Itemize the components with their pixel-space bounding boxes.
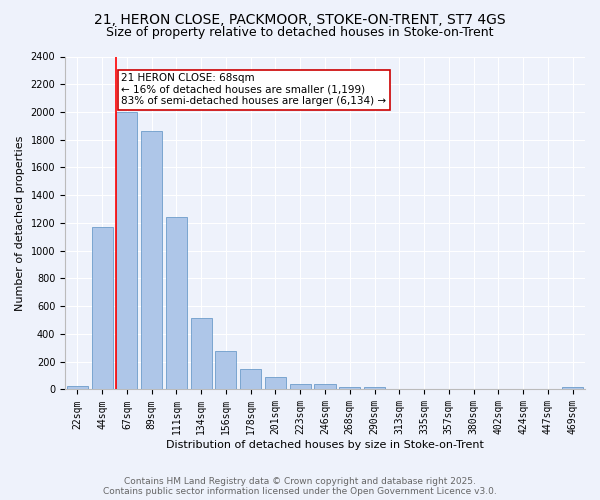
Bar: [339, 388, 360, 390]
Bar: [265, 377, 286, 390]
Bar: [166, 218, 187, 390]
Bar: [512, 389, 533, 390]
Bar: [141, 132, 162, 390]
Y-axis label: Number of detached properties: Number of detached properties: [15, 136, 25, 310]
Text: Contains HM Land Registry data © Crown copyright and database right 2025.
Contai: Contains HM Land Registry data © Crown c…: [103, 476, 497, 496]
Bar: [389, 389, 410, 390]
Bar: [488, 389, 509, 390]
Bar: [290, 384, 311, 390]
Text: 21, HERON CLOSE, PACKMOOR, STOKE-ON-TRENT, ST7 4GS: 21, HERON CLOSE, PACKMOOR, STOKE-ON-TREN…: [94, 12, 506, 26]
Bar: [116, 112, 137, 390]
Bar: [191, 318, 212, 390]
Bar: [562, 388, 583, 390]
Text: Size of property relative to detached houses in Stoke-on-Trent: Size of property relative to detached ho…: [106, 26, 494, 39]
Bar: [314, 384, 335, 390]
Bar: [67, 386, 88, 390]
Bar: [92, 227, 113, 390]
Bar: [215, 352, 236, 390]
Bar: [413, 389, 434, 390]
Bar: [240, 368, 261, 390]
X-axis label: Distribution of detached houses by size in Stoke-on-Trent: Distribution of detached houses by size …: [166, 440, 484, 450]
Bar: [463, 389, 484, 390]
Bar: [364, 386, 385, 390]
Text: 21 HERON CLOSE: 68sqm
← 16% of detached houses are smaller (1,199)
83% of semi-d: 21 HERON CLOSE: 68sqm ← 16% of detached …: [121, 73, 386, 106]
Bar: [538, 389, 559, 390]
Bar: [438, 389, 460, 390]
